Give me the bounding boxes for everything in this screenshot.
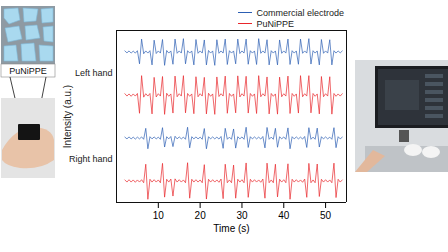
svg-text:30: 30	[236, 210, 248, 221]
svg-text:Left hand: Left hand	[75, 68, 113, 78]
svg-text:PuNiPPE: PuNiPPE	[9, 66, 47, 76]
svg-text:50: 50	[320, 210, 332, 221]
html-text:PuNiPPE: PuNiPPE	[256, 18, 294, 29]
html-text:Intensity (a.u.): Intensity (a.u.)	[62, 84, 74, 148]
svg-text:40: 40	[278, 210, 290, 221]
svg-text:20: 20	[195, 210, 207, 221]
html-text:Commercial electrode: Commercial electrode	[256, 7, 344, 18]
svg-text:10: 10	[153, 210, 165, 221]
svg-text:Time (s): Time (s)	[213, 223, 249, 234]
svg-text:Right hand: Right hand	[69, 154, 113, 164]
